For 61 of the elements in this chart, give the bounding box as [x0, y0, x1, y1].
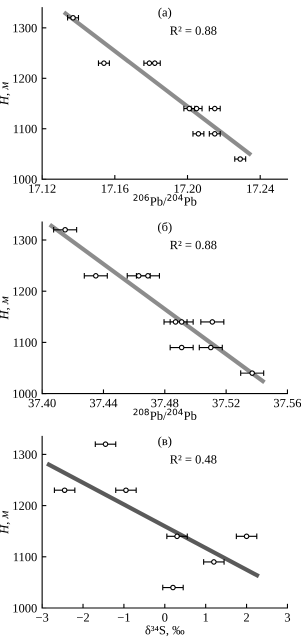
x-tick-label: 17.24: [247, 184, 274, 193]
point: [178, 319, 184, 325]
point: [70, 14, 76, 21]
x-tick-label: 17.20: [174, 184, 202, 193]
chart-title: (б): [158, 222, 172, 234]
y-tick-label: 1200: [13, 74, 37, 83]
point: [211, 559, 217, 565]
annotation: R² = 0.88: [170, 26, 216, 35]
point: [210, 319, 216, 325]
y-tick-label: 1300: [13, 236, 37, 244]
y-axis-title: H, м: [0, 296, 10, 320]
annotation: R² = 0.88: [170, 240, 216, 250]
x-axis-title: $^{206}$Pb/$^{204}$Pb: [133, 194, 196, 206]
x-tick-label: 3: [284, 613, 290, 622]
x-tick-label: 37.44: [90, 398, 118, 408]
x-tick-label: 37.52: [212, 398, 240, 408]
y-tick-label: 1000: [13, 175, 37, 184]
annotation: R² = 0.48: [170, 455, 216, 464]
x-tick-label: −2: [77, 613, 89, 622]
x-tick-label: 0: [162, 613, 168, 622]
point: [101, 60, 107, 66]
point: [174, 534, 180, 540]
x-axis-title: δ³⁴S, ‰: [145, 626, 184, 636]
y-tick-label: 1100: [14, 338, 37, 347]
x-tick-label: 2: [244, 613, 250, 622]
point: [249, 370, 255, 376]
y-tick-label: 1000: [13, 390, 37, 398]
x-tick-label: 17.16: [102, 184, 129, 193]
x-tick-label: −3: [36, 613, 48, 622]
point: [62, 487, 68, 494]
point: [244, 534, 250, 540]
chart-title: (а): [158, 8, 172, 20]
point: [212, 106, 218, 112]
x-tick-label: −1: [118, 613, 130, 622]
y-axis-title: H, м: [0, 82, 10, 106]
x-tick-label: 37.48: [151, 398, 178, 408]
chart-title: (в): [158, 436, 172, 448]
x-tick-label: 37.56: [274, 398, 301, 408]
point: [212, 131, 218, 137]
y-tick-label: 1200: [13, 502, 37, 510]
point: [178, 344, 184, 350]
point: [62, 226, 68, 233]
point: [208, 344, 214, 350]
point: [102, 441, 108, 447]
point: [123, 487, 129, 494]
y-tick-label: 1200: [13, 287, 37, 296]
x-tick-label: 17.12: [29, 184, 56, 193]
y-axis-title: H, м: [0, 510, 10, 534]
point: [93, 273, 99, 279]
y-tick-label: 1300: [13, 450, 37, 459]
point: [196, 131, 202, 137]
point: [237, 156, 243, 162]
y-tick-label: 1000: [13, 604, 37, 612]
y-tick-label: 1300: [13, 24, 37, 32]
x-tick-label: 37.40: [28, 398, 56, 408]
y-tick-label: 1100: [14, 124, 37, 134]
point: [170, 584, 176, 590]
x-axis-title: $^{208}$Pb/$^{204}$Pb: [133, 408, 196, 420]
x-tick-label: 1: [204, 613, 208, 622]
point: [172, 319, 178, 325]
y-tick-label: 1100: [14, 552, 37, 562]
